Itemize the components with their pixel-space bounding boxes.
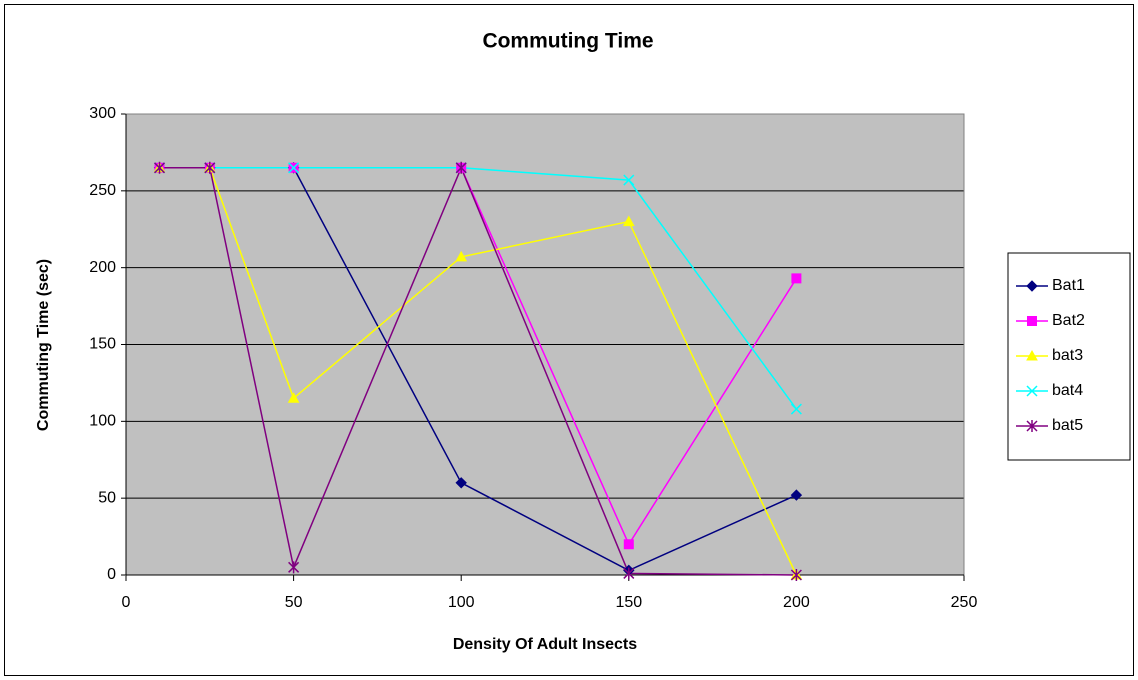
data-point — [288, 561, 300, 574]
data-point — [623, 174, 635, 186]
x-axis-label: Density Of Adult Insects — [453, 636, 637, 653]
y-tick-label: 0 — [107, 566, 116, 583]
data-point — [287, 392, 300, 403]
y-tick-label: 250 — [89, 182, 116, 199]
x-tick-label: 200 — [783, 594, 810, 611]
data-point — [455, 161, 467, 174]
data-point — [288, 162, 300, 174]
legend-label: bat5 — [1052, 417, 1083, 434]
data-point — [455, 477, 467, 489]
legend-marker — [1026, 385, 1038, 397]
data-point — [204, 161, 216, 174]
data-point — [790, 569, 802, 581]
x-tick-label: 250 — [951, 594, 978, 611]
data-point — [622, 215, 635, 227]
legend-marker — [1026, 420, 1038, 432]
y-tick-label: 200 — [89, 259, 116, 276]
data-point — [153, 161, 166, 174]
data-point — [791, 273, 802, 284]
data-point — [455, 250, 468, 262]
legend-label: Bat1 — [1052, 277, 1085, 294]
legend-marker — [1026, 349, 1038, 361]
data-point — [790, 403, 802, 415]
legend-label: Bat2 — [1052, 312, 1085, 329]
legend-marker — [1026, 280, 1038, 292]
data-point — [623, 567, 635, 580]
legend-marker — [1027, 316, 1037, 326]
x-tick-label: 50 — [285, 594, 303, 611]
data-point — [623, 539, 634, 550]
y-tick-label: 150 — [89, 336, 116, 353]
x-tick-label: 0 — [122, 594, 131, 611]
legend-label: bat4 — [1052, 382, 1083, 399]
y-axis-label: Commuting Time (sec) — [35, 259, 52, 431]
y-tick-label: 300 — [89, 105, 116, 122]
data-point — [790, 489, 803, 501]
x-tick-label: 100 — [448, 594, 475, 611]
y-tick-label: 50 — [98, 489, 116, 506]
series-line — [159, 165, 797, 576]
chart-title: Commuting Time — [482, 30, 653, 53]
y-tick-label: 100 — [89, 413, 116, 430]
legend-label: bat3 — [1052, 347, 1083, 364]
x-tick-label: 150 — [615, 594, 642, 611]
